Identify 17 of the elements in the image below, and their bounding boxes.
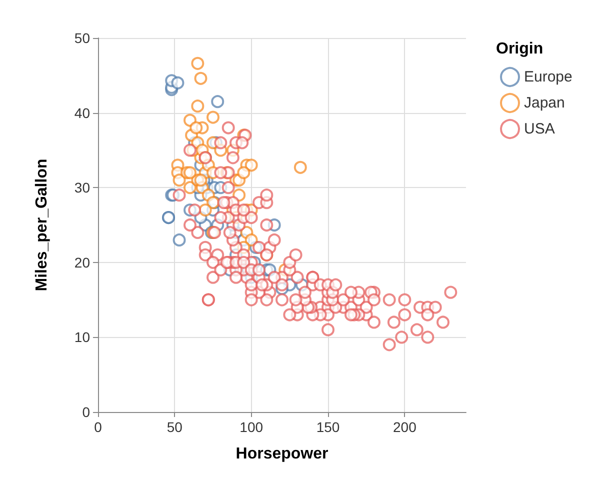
legend-label: USA <box>524 120 555 138</box>
x-axis-title: Horsepower <box>236 446 328 462</box>
x-tick-label: 0 <box>94 419 102 435</box>
y-tick-label: 50 <box>74 30 90 46</box>
y-tick-label: 40 <box>74 104 90 121</box>
legend-label: Europe <box>524 68 572 86</box>
x-tick-label: 100 <box>240 419 264 435</box>
y-tick-label: 0 <box>82 404 90 420</box>
legend-title: Origin <box>496 40 544 58</box>
legend-label: Japan <box>524 94 565 112</box>
y-tick-label: 20 <box>74 254 90 270</box>
x-tick-label: 200 <box>392 419 417 435</box>
y-tick-label: 10 <box>74 329 90 346</box>
x-tick-label: 50 <box>166 419 183 435</box>
x-tick-label: 150 <box>316 419 340 435</box>
y-tick-label: 30 <box>74 180 90 196</box>
y-axis-title: Miles_per_Gallon <box>34 158 50 292</box>
